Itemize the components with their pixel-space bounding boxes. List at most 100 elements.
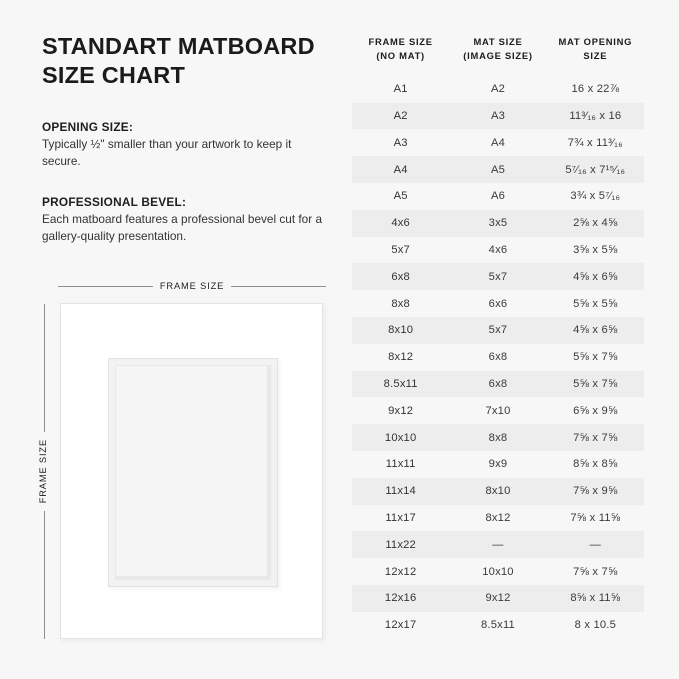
cell-mat-opening-size: 5⁷⁄₁₆ x 7¹⁵⁄₁₆: [565, 163, 626, 176]
info-heading-professional-bevel: PROFESSIONAL BEVEL:: [42, 194, 187, 209]
table-row: 8x10 5x7 4⅝ x 6⅝: [352, 316, 644, 344]
frame-diagram: FRAME SIZE FRAME SIZE MAT SIZE MAT SIZE …: [0, 275, 345, 665]
dimension-line-frame-size-vertical: FRAME SIZE: [37, 304, 51, 640]
frame-outer-boundary: [60, 303, 323, 639]
cell-mat-opening-size: 5⅝ x 5⅝: [573, 297, 618, 310]
cell-frame-size: 8x8: [391, 297, 410, 310]
column-header-mat-size-line2: (IMAGE SIZE): [463, 49, 533, 61]
cell-mat-opening-size: 8 x 10.5: [574, 619, 617, 632]
rule-right: [231, 286, 327, 288]
cell-frame-size: 8.5x11: [383, 377, 418, 390]
cell-mat-size: 5x7: [488, 324, 508, 337]
cell-mat-opening-size: —: [589, 538, 602, 551]
cell-mat-opening-size: 2⅝ x 4⅝: [573, 217, 618, 230]
table-row: 11x17 8x12 7⅝ x 11⅝: [352, 505, 644, 532]
cell-mat-opening-size: 4⅝ x 6⅝: [573, 270, 618, 283]
table-row: 8x12 6x8 5⅝ x 7⅝: [352, 344, 644, 371]
table-row: 5x7 4x6 3⅝ x 5⅝: [352, 237, 644, 264]
column-header-frame-size: FRAME SIZE (NO MAT): [352, 35, 449, 63]
table-row: 8x8 6x6 5⅝ x 5⅝: [352, 290, 644, 317]
cell-frame-size: 11x11: [385, 458, 416, 471]
column-header-frame-size-line1: FRAME SIZE: [368, 36, 433, 47]
cell-frame-size: 5x7: [391, 243, 410, 256]
column-header-mat-size: MAT SIZE (IMAGE SIZE): [449, 35, 546, 63]
cell-mat-size: 9x9: [488, 458, 508, 471]
mat-opening-area: [115, 365, 271, 580]
cell-mat-size: 6x6: [488, 297, 508, 310]
info-body-opening-size: Typically ½" smaller than your artwork t…: [42, 137, 292, 169]
cell-mat-size: 8x12: [485, 511, 511, 524]
cell-mat-size: 6x8: [488, 351, 508, 364]
cell-mat-size: A6: [490, 190, 506, 203]
info-heading-opening-size: OPENING SIZE:: [42, 120, 134, 135]
table-row: 8.5x11 6x8 5⅝ x 7⅝: [352, 370, 644, 398]
column-header-mat-size-line1: MAT SIZE: [473, 36, 523, 47]
dimension-line-frame-size-horizontal: FRAME SIZE: [58, 281, 327, 293]
cell-mat-size: 8x10: [485, 485, 511, 498]
cell-mat-size: —: [492, 538, 504, 551]
column-header-mat-opening-size-line1: MAT OPENING: [558, 36, 633, 47]
cell-mat-size: 8.5x11: [481, 619, 515, 632]
rule-bottom: [43, 510, 45, 640]
cell-frame-size: 12x16: [384, 592, 417, 605]
cell-mat-opening-size: 3¾ x 5⁷⁄₁₆: [570, 190, 621, 203]
table-body: A1 A2 16 x 22⅞ A2 A3 11³⁄₁₆ x 16 A3 A4 7¾ x 11³⁄…: [352, 76, 644, 639]
info-block-professional-bevel: PROFESSIONAL BEVEL: Each matboard featur…: [42, 195, 342, 245]
cell-mat-size: A3: [490, 110, 506, 122]
cell-frame-size: 4x6: [391, 217, 410, 230]
cell-frame-size: 12x17: [384, 619, 417, 632]
cell-mat-opening-size: 8⅝ x 11⅝: [570, 592, 621, 605]
table-row: 11x14 8x10 7⅝ x 9⅝: [352, 477, 644, 505]
cell-mat-opening-size: 5⅝ x 7⅝: [573, 351, 618, 364]
table-row: A4 A5 5⁷⁄₁₆ x 7¹⁵⁄₁₆: [352, 156, 644, 183]
table-row: A1 A2 16 x 22⅞: [352, 76, 644, 103]
cell-mat-opening-size: 6⅝ x 9⅝: [573, 404, 618, 417]
cell-mat-size: 4x6: [488, 243, 508, 256]
cell-mat-opening-size: 7⅝ x 7⅝: [573, 565, 618, 578]
table-row: 11x11 9x9 8⅝ x 8⅝: [352, 451, 644, 478]
cell-mat-opening-size: 16 x 22⅞: [571, 83, 620, 96]
table-row: 12x12 10x10 7⅝ x 7⅝: [352, 558, 644, 585]
size-table: FRAME SIZE (NO MAT) MAT SIZE (IMAGE SIZE…: [352, 30, 644, 639]
cell-frame-size: A1: [393, 83, 408, 96]
cell-mat-opening-size: 3⅝ x 5⅝: [573, 243, 618, 256]
table-row: A3 A4 7¾ x 11³⁄₁₆: [352, 129, 644, 156]
cell-mat-size: 5x7: [488, 270, 508, 283]
table-header-row: FRAME SIZE (NO MAT) MAT SIZE (IMAGE SIZE…: [352, 30, 644, 76]
table-row: 12x16 9x12 8⅝ x 11⅝: [352, 584, 644, 612]
cell-mat-size: A5: [490, 163, 506, 176]
cell-mat-size: A4: [490, 136, 506, 149]
column-header-mat-opening-size: MAT OPENING SIZE: [547, 35, 644, 63]
cell-frame-size: A4: [393, 163, 408, 176]
info-block-opening-size: OPENING SIZE: Typically ½" smaller than …: [42, 120, 342, 170]
matboard-panel: [108, 358, 278, 587]
cell-frame-size: A5: [393, 190, 408, 203]
cell-frame-size: 12x12: [384, 565, 417, 578]
cell-mat-opening-size: 11³⁄₁₆ x 16: [569, 110, 622, 122]
table-row: 9x12 7x10 6⅝ x 9⅝: [352, 397, 644, 424]
cell-mat-opening-size: 7⅝ x 9⅝: [573, 485, 618, 498]
cell-frame-size: 11x17: [385, 511, 416, 524]
cell-mat-size: 7x10: [485, 404, 511, 417]
cell-mat-opening-size: 7¾ x 11³⁄₁₆: [567, 136, 623, 149]
cell-mat-size: 8x8: [488, 431, 508, 444]
cell-mat-size: 9x12: [485, 592, 511, 605]
dimension-label-frame-size: FRAME SIZE: [159, 281, 225, 291]
column-header-mat-opening-size-line2: SIZE: [583, 49, 608, 61]
table-row: A2 A3 11³⁄₁₆ x 16: [352, 102, 644, 130]
intro-column: STANDART MATBOARD SIZE CHART OPENING SIZ…: [42, 32, 342, 244]
cell-frame-size: A3: [393, 136, 408, 149]
dimension-label-frame-size-vertical: FRAME SIZE: [38, 439, 49, 504]
cell-frame-size: 11x14: [385, 485, 416, 498]
cell-frame-size: 10x10: [384, 431, 417, 444]
cell-frame-size: 9x12: [388, 404, 414, 417]
cell-mat-opening-size: 8⅝ x 8⅝: [573, 458, 618, 471]
cell-mat-opening-size: 7⅝ x 7⅝: [573, 431, 618, 444]
cell-frame-size: 8x10: [388, 324, 414, 337]
cell-mat-opening-size: 7⅝ x 11⅝: [570, 511, 621, 524]
cell-mat-size: A2: [490, 83, 506, 96]
table-row: 6x8 5x7 4⅝ x 6⅝: [352, 263, 644, 291]
cell-frame-size: 6x8: [391, 270, 410, 283]
table-row: 12x17 8.5x11 8 x 10.5: [352, 612, 644, 639]
